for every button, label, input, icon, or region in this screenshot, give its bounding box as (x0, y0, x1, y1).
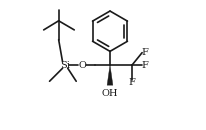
Text: OH: OH (101, 89, 118, 98)
Text: F: F (128, 78, 135, 87)
Text: F: F (140, 48, 147, 57)
Text: Si: Si (60, 60, 70, 70)
Polygon shape (107, 65, 112, 85)
Text: O: O (78, 60, 85, 70)
Text: F: F (140, 60, 147, 70)
